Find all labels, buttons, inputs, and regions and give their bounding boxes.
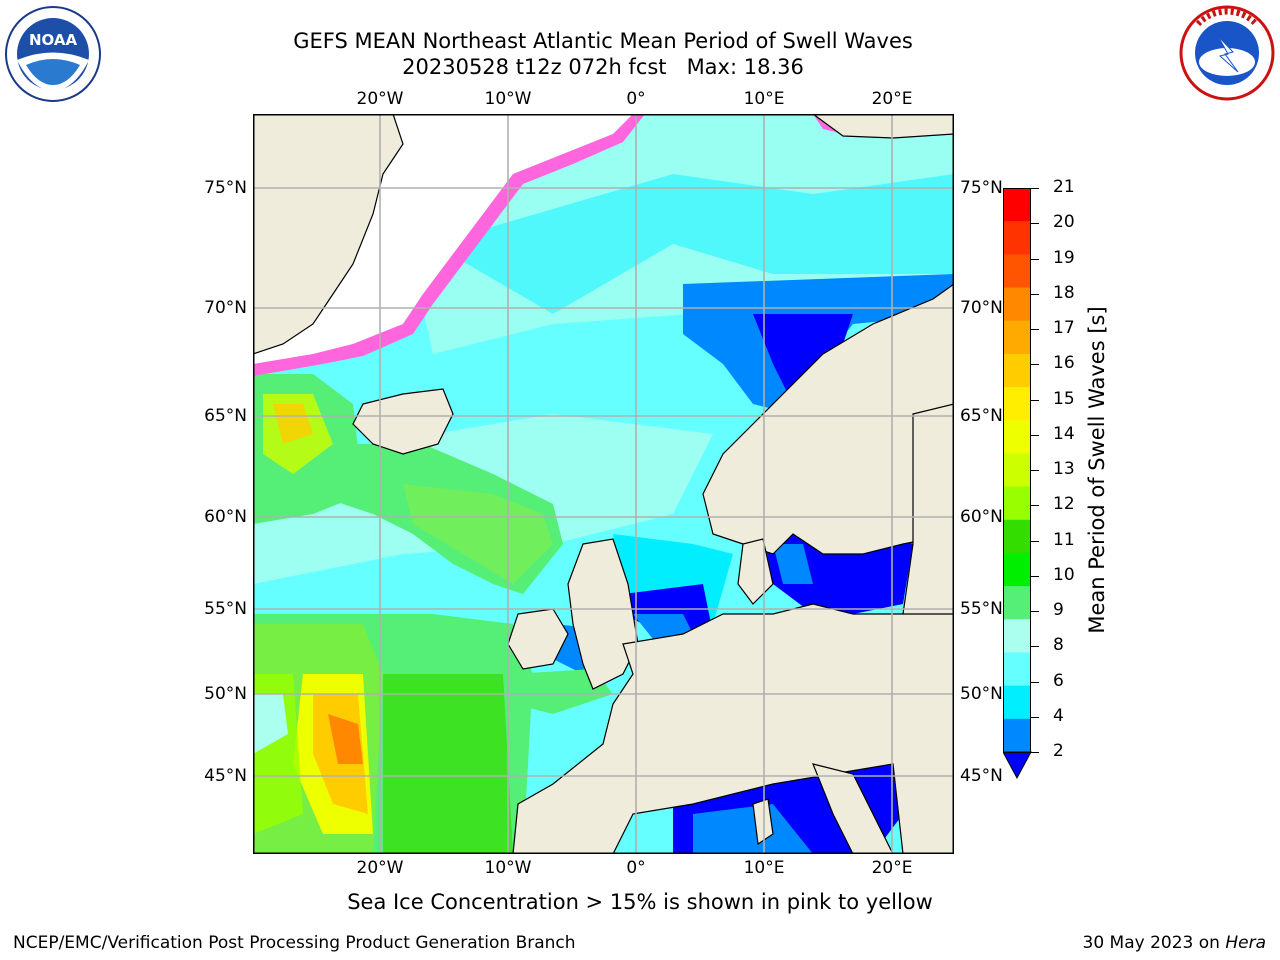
colorbar-tick-label: 4 (1053, 705, 1064, 726)
colorbar-frame (1003, 188, 1031, 753)
colorbar-tick-mark (1031, 752, 1039, 753)
lat-label-left: 60°N (204, 507, 247, 527)
lat-label-left: 50°N (204, 684, 247, 704)
lon-label-bottom: 0° (626, 858, 646, 878)
lat-label-right: 70°N (960, 298, 1003, 318)
map-title: GEFS MEAN Northeast Atlantic Mean Period… (293, 29, 913, 53)
colorbar-band (1003, 353, 1031, 388)
colorbar-tick-label: 21 (1053, 177, 1075, 197)
colorbar-tick-mark (1031, 470, 1039, 471)
ice-caption: Sea Ice Concentration > 15% is shown in … (347, 890, 933, 914)
colorbar-tick-label: 10 (1053, 564, 1075, 585)
colorbar-tick-label: 13 (1053, 459, 1075, 479)
colorbar-tick-label: 15 (1053, 388, 1075, 409)
colorbar-tick-label: 2 (1053, 741, 1064, 761)
colorbar-band (1003, 685, 1031, 720)
lat-label-left: 75°N (204, 178, 247, 198)
colorbar-band (1003, 586, 1031, 620)
noaa-logo-text: NOAA (29, 31, 78, 49)
lat-label-right: 75°N (960, 178, 1003, 198)
colorbar-tick-mark (1031, 329, 1039, 330)
colorbar-tick-mark (1031, 611, 1039, 612)
colorbar (1002, 188, 1035, 780)
map-panel (253, 114, 954, 854)
footer-host: Hera (1225, 933, 1266, 953)
colorbar-band (1003, 486, 1031, 521)
colorbar-band (1003, 320, 1031, 355)
colorbar-band (1003, 619, 1031, 653)
colorbar-band (1003, 254, 1031, 289)
lon-label-bottom: 20°E (871, 858, 913, 878)
lat-label-left: 55°N (204, 599, 247, 619)
colorbar-tick-mark (1031, 434, 1039, 436)
colorbar-tick-mark (1031, 223, 1039, 225)
lat-label-left: 45°N (204, 766, 247, 786)
lon-label-bottom: 10°W (484, 858, 532, 878)
colorbar-band (1003, 552, 1031, 587)
footer-right: 30 May 2023 on Hera (1083, 933, 1267, 953)
lat-label-right: 45°N (960, 766, 1003, 786)
colorbar-tick-mark (1031, 364, 1039, 366)
lat-label-left: 65°N (204, 406, 247, 426)
colorbar-tick-label: 19 (1053, 247, 1075, 268)
lon-label-bottom: 10°E (743, 858, 785, 878)
colorbar-band (1003, 420, 1031, 454)
colorbar-tick-label: 18 (1053, 282, 1075, 303)
colorbar-extend-triangle (1002, 751, 1032, 780)
colorbar-tick-mark (1031, 716, 1039, 718)
colorbar-tick-mark (1031, 293, 1039, 295)
lon-label-top: 20°W (356, 89, 404, 109)
colorbar-band (1003, 453, 1031, 488)
map-canvas (253, 114, 954, 854)
footer-date: 30 May 2023 on (1082, 933, 1226, 953)
noaa-logo: NOAA (4, 5, 102, 103)
colorbar-tick-label: 12 (1053, 494, 1075, 515)
lon-label-top: 20°E (871, 89, 913, 109)
nws-logo (1178, 4, 1276, 102)
colorbar-tick-label: 17 (1053, 318, 1075, 338)
colorbar-tick-label: 11 (1053, 529, 1075, 550)
colorbar-tick-label: 14 (1053, 423, 1075, 444)
colorbar-band (1003, 188, 1031, 222)
colorbar-tick-label: 9 (1053, 600, 1064, 620)
colorbar-band (1003, 718, 1031, 753)
colorbar-tick-mark (1031, 575, 1039, 577)
colorbar-tick-mark (1031, 258, 1039, 260)
colorbar-band (1003, 287, 1031, 322)
lat-label-right: 60°N (960, 507, 1003, 527)
colorbar-tick-mark (1031, 540, 1039, 542)
lat-label-right: 65°N (960, 406, 1003, 426)
colorbar-band (1003, 519, 1031, 554)
lat-label-left: 70°N (204, 298, 247, 318)
colorbar-tick-mark (1031, 188, 1039, 189)
lon-label-bottom: 20°W (356, 858, 404, 878)
lon-label-top: 0° (626, 89, 646, 109)
colorbar-tick-label: 8 (1053, 635, 1064, 656)
colorbar-tick-label: 6 (1053, 670, 1064, 691)
colorbar-tick-mark (1031, 399, 1039, 401)
footer-left: NCEP/EMC/Verification Post Processing Pr… (13, 933, 576, 953)
colorbar-band (1003, 387, 1031, 421)
colorbar-band (1003, 221, 1031, 255)
lon-label-top: 10°W (484, 89, 532, 109)
map-frame (253, 114, 954, 854)
colorbar-tick-label: 20 (1053, 212, 1075, 233)
colorbar-band (1003, 652, 1031, 687)
graticule (253, 114, 954, 854)
lat-label-right: 55°N (960, 599, 1003, 619)
colorbar-tick-mark (1031, 646, 1039, 648)
colorbar-tick-mark (1031, 505, 1039, 507)
lat-label-right: 50°N (960, 684, 1003, 704)
map-subtitle: 20230528 t12z 072h fcst Max: 18.36 (402, 55, 804, 79)
colorbar-tick-label: 16 (1053, 353, 1075, 374)
lon-label-top: 10°E (743, 89, 785, 109)
landmasses (253, 114, 954, 854)
colorbar-tick-mark (1031, 681, 1039, 683)
